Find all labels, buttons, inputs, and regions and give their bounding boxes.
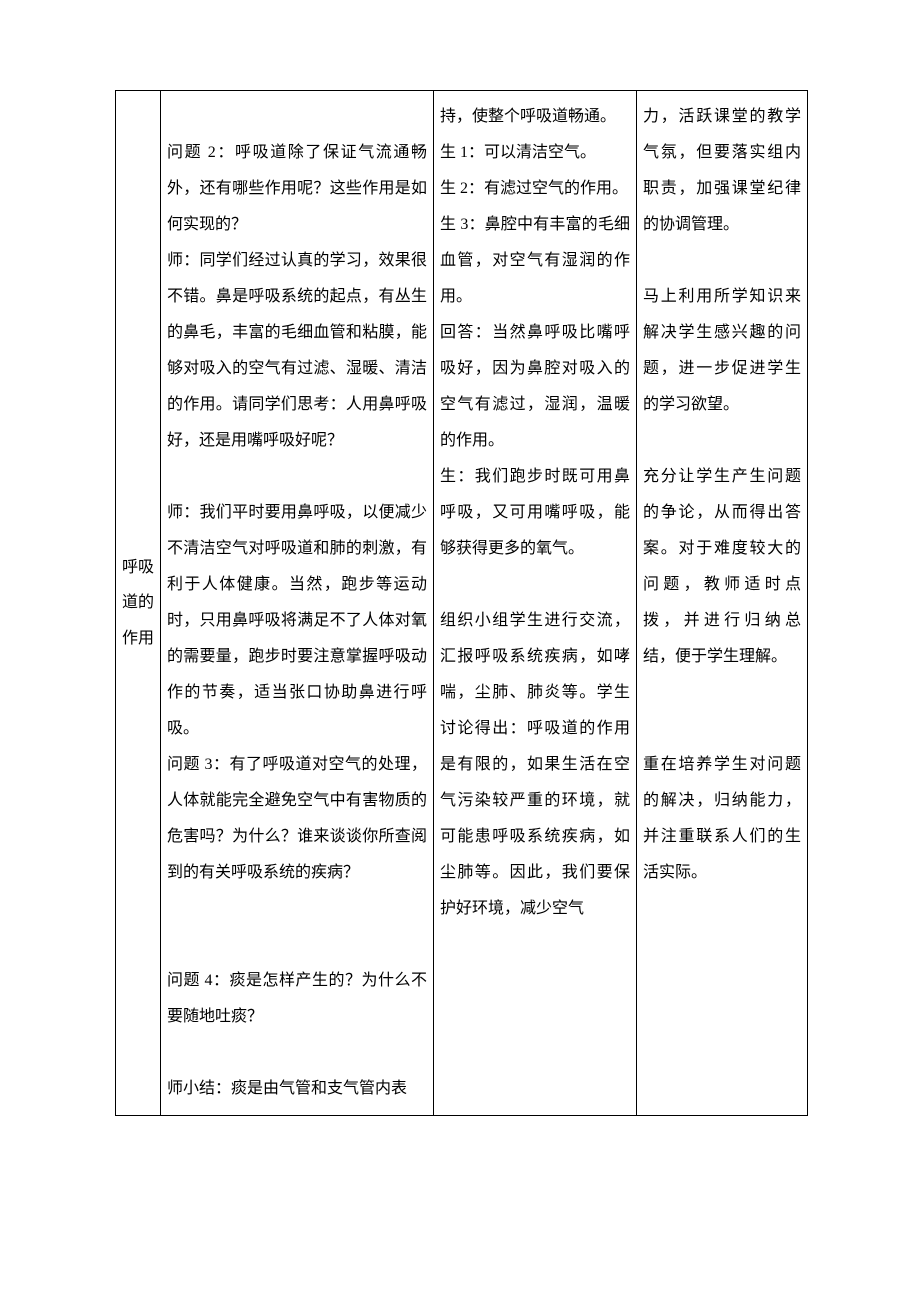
teacher-summary: 师小结：痰是由气管和支气管内表	[167, 1071, 427, 1107]
notes-column: 力，活跃课堂的教学气氛，但要落实组内职责，加强课堂纪律的协调管理。 马上利用所学…	[637, 91, 808, 1116]
question-4: 问题 4：痰是怎样产生的？为什么不要随地吐痰？	[167, 963, 427, 1035]
note-3: 充分让学生产生问题的争论，从而得出答案。对于难度较大的问题，教师适时点拨，并进行…	[643, 459, 801, 675]
spacer	[167, 891, 427, 927]
student-1: 生 1：可以清洁空气。	[440, 135, 630, 171]
note-1: 力，活跃课堂的教学气氛，但要落实组内职责，加强课堂纪律的协调管理。	[643, 99, 801, 243]
student-answer: 回答：当然鼻呼吸比嘴呼吸好，因为鼻腔对吸入的空气有滤过，湿润，温暖的作用。	[440, 315, 630, 459]
student-continuation: 持，使整个呼吸道畅通。	[440, 99, 630, 135]
question-2: 问题 2：呼吸道除了保证气流通畅外，还有哪些作用呢？这些作用是如何实现的？	[167, 135, 427, 243]
spacer	[643, 711, 801, 747]
question-3: 问题 3：有了呼吸道对空气的处理，人体就能完全避免空气中有害物质的危害吗？为什么…	[167, 747, 427, 891]
spacer	[643, 243, 801, 279]
group-discussion: 组织小组学生进行交流，汇报呼吸系统疾病，如哮喘，尘肺、肺炎等。学生讨论得出：呼吸…	[440, 603, 630, 927]
section-label-cell: 呼吸道的作用	[116, 91, 161, 1116]
table-row: 呼吸道的作用 问题 2：呼吸道除了保证气流通畅外，还有哪些作用呢？这些作用是如何…	[116, 91, 808, 1116]
student-remark: 生：我们跑步时既可用鼻呼吸，又可用嘴呼吸，能够获得更多的氧气。	[440, 459, 630, 567]
student-2: 生 2：有滤过空气的作用。	[440, 171, 630, 207]
teacher-remark-1: 师：同学们经过认真的学习，效果很不错。鼻是呼吸系统的起点，有丛生的鼻毛，丰富的毛…	[167, 243, 427, 459]
spacer	[440, 567, 630, 603]
spacer	[643, 423, 801, 459]
spacer	[167, 1035, 427, 1071]
note-2: 马上利用所学知识来解决学生感兴趣的问题，进一步促进学生的学习欲望。	[643, 279, 801, 423]
spacer	[643, 675, 801, 711]
spacer	[167, 459, 427, 495]
section-label: 呼吸道的作用	[120, 550, 156, 656]
teacher-column: 问题 2：呼吸道除了保证气流通畅外，还有哪些作用呢？这些作用是如何实现的？ 师：…	[161, 91, 434, 1116]
teacher-remark-2: 师：我们平时要用鼻呼吸，以便减少不清洁空气对呼吸道和肺的刺激，有利于人体健康。当…	[167, 495, 427, 747]
document-page: 呼吸道的作用 问题 2：呼吸道除了保证气流通畅外，还有哪些作用呢？这些作用是如何…	[0, 0, 920, 1206]
student-3: 生 3：鼻腔中有丰富的毛细血管，对空气有湿润的作用。	[440, 207, 630, 315]
spacer	[167, 927, 427, 963]
lesson-table: 呼吸道的作用 问题 2：呼吸道除了保证气流通畅外，还有哪些作用呢？这些作用是如何…	[115, 90, 808, 1116]
spacer	[167, 99, 427, 135]
student-column: 持，使整个呼吸道畅通。 生 1：可以清洁空气。 生 2：有滤过空气的作用。 生 …	[434, 91, 637, 1116]
note-4: 重在培养学生对问题的解决，归纳能力，并注重联系人们的生活实际。	[643, 747, 801, 891]
